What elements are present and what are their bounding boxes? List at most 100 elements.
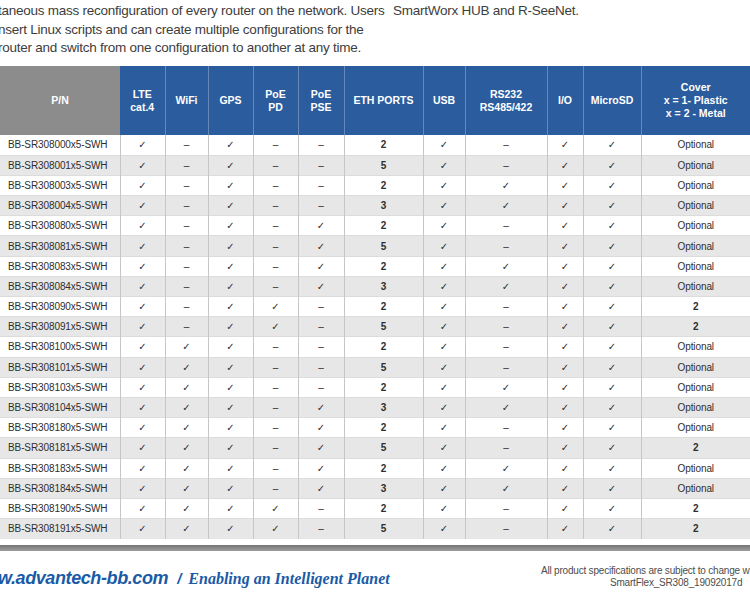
- feature-cell-poe-pse: –: [298, 317, 344, 337]
- feature-cell-lte: ✓: [120, 175, 165, 195]
- pn-cell: BB-SR308090x5-SWH: [0, 297, 120, 317]
- feature-cell-rs232: ✓: [465, 276, 547, 296]
- footer-website-link[interactable]: w.advantech-bb.com: [0, 568, 168, 588]
- feature-cell-gps: ✓: [208, 498, 253, 518]
- feature-cell-wifi: –: [165, 175, 208, 195]
- feature-cell-eth-ports: 2: [344, 458, 423, 478]
- feature-cell-rs232: –: [465, 155, 547, 175]
- feature-cell-wifi: –: [165, 196, 208, 216]
- feature-cell-usb: ✓: [423, 397, 465, 417]
- feature-cell-usb: ✓: [423, 418, 465, 438]
- table-row: BB-SR308183x5-SWH✓✓✓–✓2✓✓✓✓Optional: [0, 458, 750, 478]
- feature-cell-usb: ✓: [423, 478, 465, 498]
- feature-cell-poe-pse: –: [298, 519, 344, 539]
- feature-cell-wifi: ✓: [165, 337, 208, 357]
- feature-cell-cover: Optional: [641, 196, 750, 216]
- col-header-poe-pse: PoEPSE: [298, 66, 344, 135]
- feature-cell-microsd: ✓: [583, 297, 641, 317]
- pn-cell: BB-SR308183x5-SWH: [0, 458, 120, 478]
- intro-paragraph-right: SmartWorx HUB and R-SeeNet.: [393, 2, 579, 21]
- feature-cell-microsd: ✓: [583, 216, 641, 236]
- feature-cell-poe-pd: ✓: [253, 498, 298, 518]
- feature-cell-poe-pse: –: [298, 175, 344, 195]
- feature-cell-poe-pd: –: [253, 397, 298, 417]
- feature-cell-usb: ✓: [423, 196, 465, 216]
- col-header-lte: LTEcat.4: [120, 66, 165, 135]
- feature-cell-gps: ✓: [208, 196, 253, 216]
- pn-cell: BB-SR308191x5-SWH: [0, 519, 120, 539]
- feature-cell-cover: 2: [641, 317, 750, 337]
- table-row: BB-SR308103x5-SWH✓✓✓––2✓✓✓✓Optional: [0, 377, 750, 397]
- feature-cell-cover: Optional: [641, 256, 750, 276]
- col-header-cover: Coverx = 1- Plasticx = 2 - Metal: [641, 66, 750, 135]
- feature-cell-eth-ports: 5: [344, 357, 423, 377]
- feature-cell-lte: ✓: [120, 317, 165, 337]
- feature-cell-rs232: ✓: [465, 175, 547, 195]
- feature-cell-io: ✓: [547, 135, 583, 155]
- feature-cell-wifi: ✓: [165, 458, 208, 478]
- feature-cell-io: ✓: [547, 418, 583, 438]
- feature-cell-poe-pd: –: [253, 216, 298, 236]
- table-row: BB-SR308191x5-SWH✓✓✓✓–5✓–✓✓2: [0, 519, 750, 539]
- feature-cell-poe-pse: –: [298, 337, 344, 357]
- feature-cell-poe-pd: –: [253, 155, 298, 175]
- feature-cell-eth-ports: 2: [344, 175, 423, 195]
- feature-cell-usb: ✓: [423, 135, 465, 155]
- feature-cell-wifi: ✓: [165, 397, 208, 417]
- feature-cell-io: ✓: [547, 377, 583, 397]
- feature-cell-rs232: –: [465, 216, 547, 236]
- feature-cell-lte: ✓: [120, 418, 165, 438]
- feature-cell-cover: 2: [641, 519, 750, 539]
- feature-cell-poe-pd: –: [253, 196, 298, 216]
- footer-tagline: Enabling an Intelligent Planet: [188, 570, 389, 587]
- pn-cell: BB-SR308083x5-SWH: [0, 256, 120, 276]
- feature-cell-rs232: –: [465, 236, 547, 256]
- feature-cell-lte: ✓: [120, 135, 165, 155]
- feature-cell-rs232: –: [465, 418, 547, 438]
- feature-cell-microsd: ✓: [583, 196, 641, 216]
- feature-cell-poe-pd: –: [253, 438, 298, 458]
- feature-cell-rs232: –: [465, 519, 547, 539]
- feature-cell-io: ✓: [547, 397, 583, 417]
- col-header-gps: GPS: [208, 66, 253, 135]
- feature-cell-poe-pse: ✓: [298, 397, 344, 417]
- feature-cell-gps: ✓: [208, 519, 253, 539]
- feature-cell-poe-pse: ✓: [298, 418, 344, 438]
- feature-cell-cover: Optional: [641, 135, 750, 155]
- feature-cell-gps: ✓: [208, 418, 253, 438]
- feature-cell-eth-ports: 2: [344, 418, 423, 438]
- feature-cell-io: ✓: [547, 175, 583, 195]
- feature-cell-wifi: ✓: [165, 438, 208, 458]
- pn-cell: BB-SR308190x5-SWH: [0, 498, 120, 518]
- feature-cell-rs232: ✓: [465, 196, 547, 216]
- feature-cell-poe-pse: ✓: [298, 276, 344, 296]
- feature-cell-io: ✓: [547, 337, 583, 357]
- feature-cell-poe-pse: ✓: [298, 256, 344, 276]
- feature-cell-eth-ports: 5: [344, 438, 423, 458]
- feature-cell-eth-ports: 3: [344, 276, 423, 296]
- feature-cell-eth-ports: 3: [344, 478, 423, 498]
- feature-cell-io: ✓: [547, 216, 583, 236]
- feature-cell-poe-pse: ✓: [298, 236, 344, 256]
- table-row: BB-SR308190x5-SWH✓✓✓✓–2✓–✓✓2: [0, 498, 750, 518]
- feature-cell-rs232: ✓: [465, 458, 547, 478]
- feature-cell-cover: Optional: [641, 216, 750, 236]
- feature-cell-wifi: –: [165, 135, 208, 155]
- feature-cell-poe-pd: ✓: [253, 297, 298, 317]
- feature-cell-lte: ✓: [120, 458, 165, 478]
- feature-cell-poe-pd: –: [253, 236, 298, 256]
- feature-cell-poe-pse: –: [298, 297, 344, 317]
- feature-cell-cover: 2: [641, 297, 750, 317]
- feature-cell-io: ✓: [547, 458, 583, 478]
- table-row: BB-SR308101x5-SWH✓✓✓––5✓–✓✓Optional: [0, 357, 750, 377]
- table-header-row: P/NLTEcat.4WiFiGPSPoEPDPoEPSEETH PORTSUS…: [0, 66, 750, 135]
- feature-cell-poe-pse: –: [298, 498, 344, 518]
- table-row: BB-SR308000x5-SWH✓–✓––2✓–✓✓Optional: [0, 135, 750, 155]
- feature-cell-poe-pse: ✓: [298, 458, 344, 478]
- feature-cell-usb: ✓: [423, 236, 465, 256]
- feature-cell-usb: ✓: [423, 357, 465, 377]
- feature-cell-microsd: ✓: [583, 519, 641, 539]
- feature-cell-io: ✓: [547, 155, 583, 175]
- pn-cell: BB-SR308100x5-SWH: [0, 337, 120, 357]
- feature-cell-rs232: –: [465, 438, 547, 458]
